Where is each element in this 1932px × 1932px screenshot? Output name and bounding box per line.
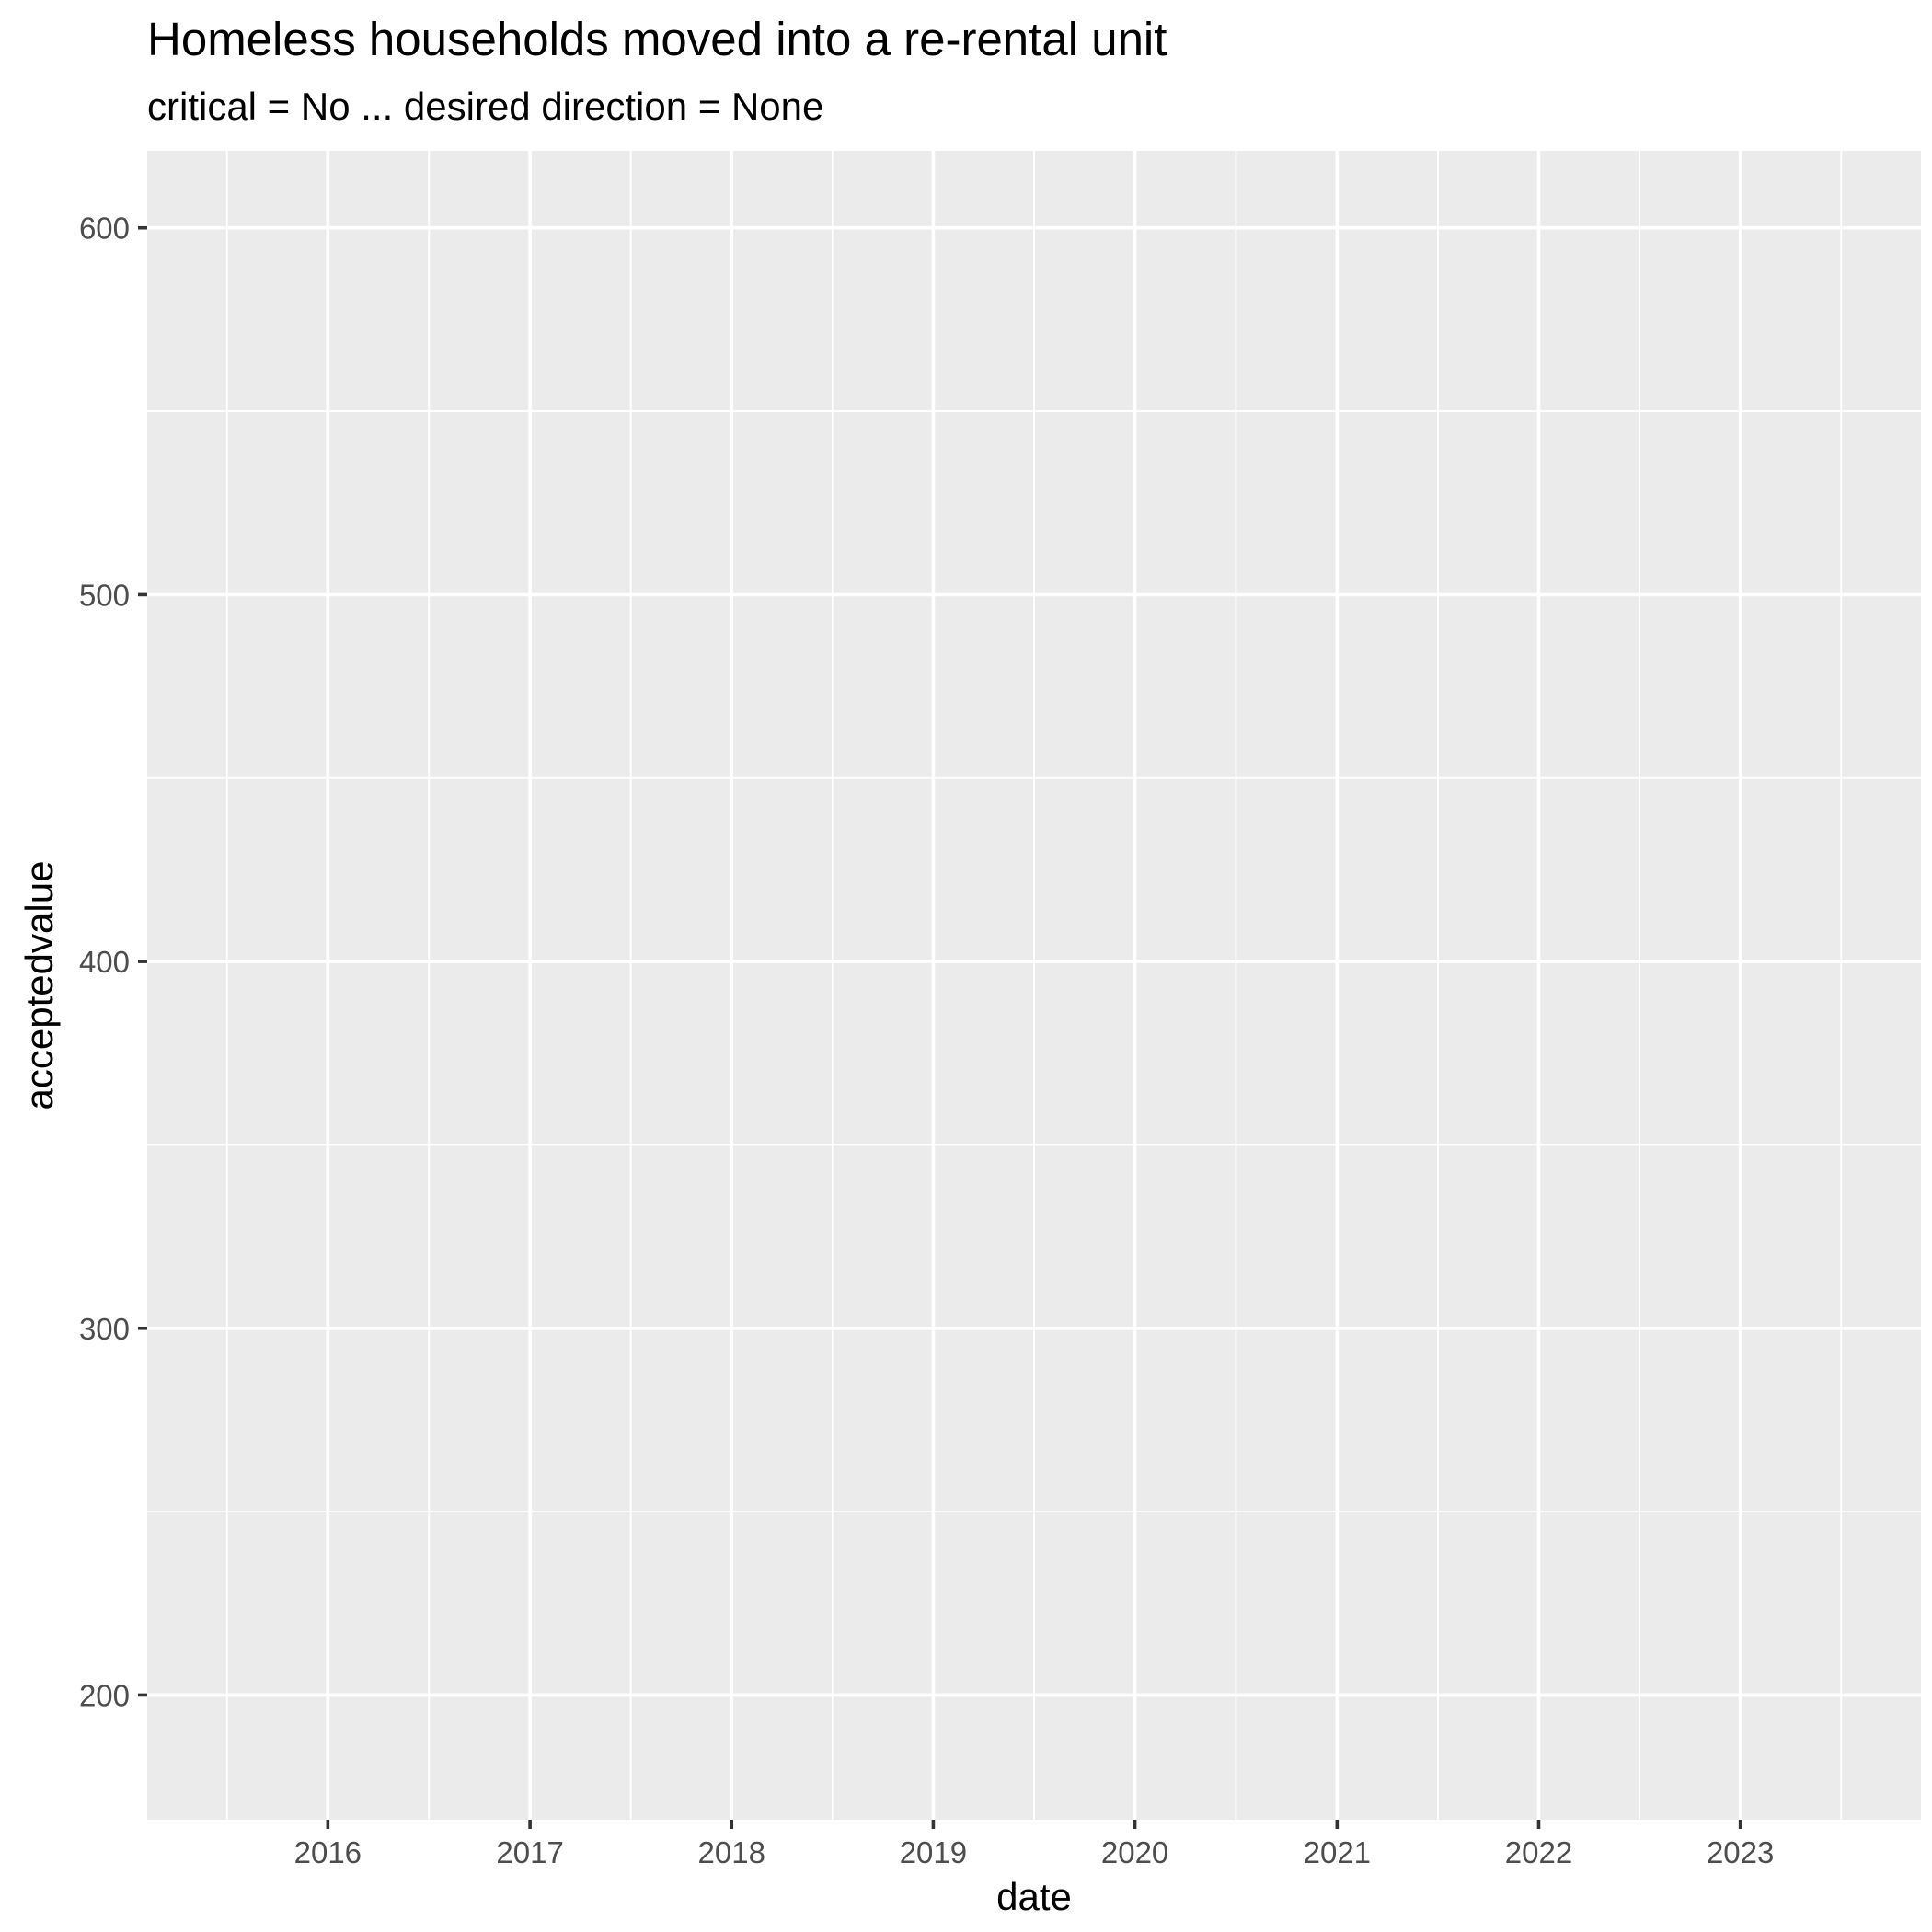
chart-subtitle: critical = No ... desired direction = No… xyxy=(147,85,823,128)
x-tick-label: 2016 xyxy=(294,1835,362,1869)
y-tick-label: 500 xyxy=(79,578,130,612)
x-tick-label: 2019 xyxy=(900,1835,967,1869)
y-tick-label: 400 xyxy=(79,945,130,979)
x-tick-label: 2017 xyxy=(496,1835,563,1869)
chart-title: Homeless households moved into a re-rent… xyxy=(147,13,1167,65)
y-tick-label: 300 xyxy=(79,1312,130,1346)
y-axis: 200 300 400 500 600 xyxy=(79,212,147,1712)
x-tick-label: 2023 xyxy=(1707,1835,1774,1869)
minor-gridlines xyxy=(147,151,1921,1820)
major-gridlines xyxy=(147,151,1921,1820)
y-axis-title: acceptedvalue xyxy=(17,861,61,1110)
y-tick-label: 200 xyxy=(79,1678,130,1712)
x-axis: 2016 2017 2018 2019 2020 2021 2022 2023 xyxy=(294,1820,1774,1869)
x-axis-title: date xyxy=(996,1875,1072,1918)
x-tick-label: 2020 xyxy=(1101,1835,1168,1869)
x-tick-label: 2021 xyxy=(1304,1835,1371,1869)
y-tick-label: 600 xyxy=(79,212,130,246)
x-tick-label: 2018 xyxy=(698,1835,765,1869)
x-tick-label: 2022 xyxy=(1505,1835,1572,1869)
